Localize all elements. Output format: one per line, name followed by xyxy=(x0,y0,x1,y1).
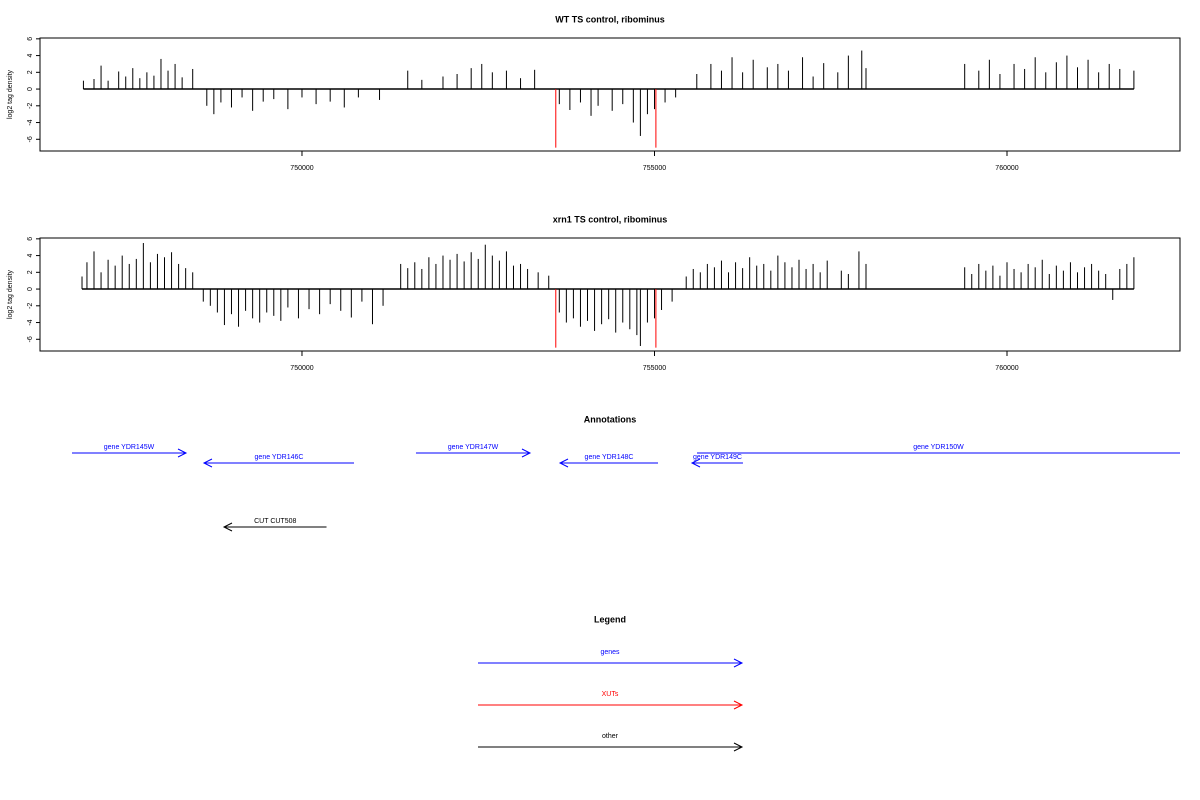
x-tick-label: 750000 xyxy=(290,365,313,372)
feature-arrow-head xyxy=(177,448,188,458)
y-tick-label: -2 xyxy=(27,103,34,109)
feature-label: gene YDR148C xyxy=(585,454,634,461)
legend-label: genes xyxy=(600,649,620,656)
y-tick-label: -2 xyxy=(27,303,34,309)
y-tick-label: 6 xyxy=(27,37,34,41)
y-tick-label: -6 xyxy=(27,336,34,342)
legend-label: XUTs xyxy=(602,691,619,698)
y-tick-label: 6 xyxy=(27,237,34,241)
chart-title: xrn1 TS control, ribominus xyxy=(553,214,668,224)
y-tick-label: 4 xyxy=(27,254,34,258)
y-tick-label: 4 xyxy=(27,54,34,58)
y-tick-label: -4 xyxy=(27,319,34,325)
y-tick-label: -6 xyxy=(27,136,34,142)
legend-line-head xyxy=(733,742,744,752)
annotations-title: Annotations xyxy=(584,414,637,424)
plot-frame xyxy=(39,37,1181,152)
x-tick-label: 755000 xyxy=(643,365,666,372)
feature-arrow-head xyxy=(521,448,532,458)
legend-line-head xyxy=(733,700,744,710)
feature-label: gene YDR147W xyxy=(448,444,499,451)
plot-frame xyxy=(39,237,1181,352)
feature-label: gene YDR150W xyxy=(913,444,964,451)
chart-title: WT TS control, ribominus xyxy=(555,14,665,24)
y-axis-label: log2 tag density xyxy=(7,269,14,319)
feature-arrow-head xyxy=(202,458,213,468)
x-tick-label: 755000 xyxy=(643,165,666,172)
legend-title: Legend xyxy=(594,614,626,624)
y-tick-label: 2 xyxy=(27,70,34,74)
feature-label: gene YDR149C xyxy=(693,454,742,461)
y-tick-label: -4 xyxy=(27,119,34,125)
y-tick-label: 0 xyxy=(27,87,34,91)
feature-label: CUT CUT508 xyxy=(254,518,296,525)
y-tick-label: 2 xyxy=(27,270,34,274)
feature-arrow-head xyxy=(222,522,233,532)
feature-label: gene YDR146C xyxy=(255,454,304,461)
feature-label: gene YDR145W xyxy=(104,444,155,451)
x-tick-label: 760000 xyxy=(995,165,1018,172)
x-tick-label: 750000 xyxy=(290,165,313,172)
y-axis-label: log2 tag density xyxy=(7,69,14,119)
legend-label: other xyxy=(602,733,619,740)
feature-arrow-head xyxy=(690,458,701,468)
feature-arrow-head xyxy=(558,458,569,468)
y-tick-label: 0 xyxy=(27,287,34,291)
x-tick-label: 760000 xyxy=(995,365,1018,372)
legend-line-head xyxy=(733,658,744,668)
